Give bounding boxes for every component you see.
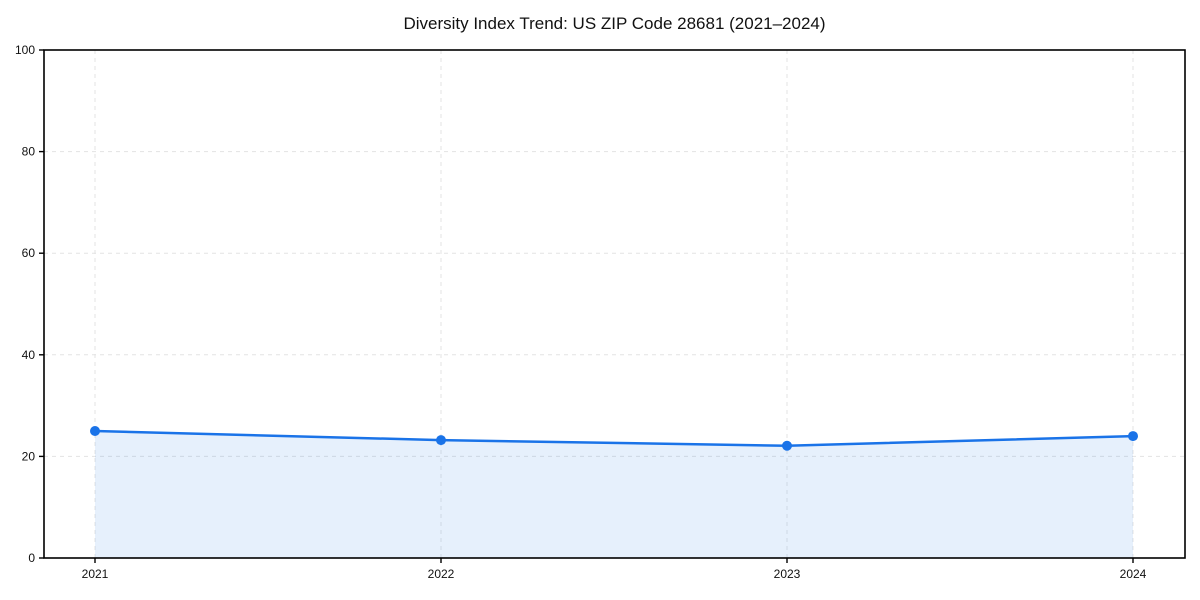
plot-border bbox=[43, 49, 1186, 559]
data-point-2022 bbox=[436, 435, 446, 446]
y-tick-label-20: 20 bbox=[22, 449, 36, 463]
y-tick-label-60: 60 bbox=[22, 246, 36, 260]
area-fill bbox=[95, 431, 1133, 558]
y-tick-label-0: 0 bbox=[28, 551, 35, 565]
x-tick-label-2021: 2021 bbox=[82, 567, 109, 581]
data-point-2024 bbox=[1128, 431, 1138, 442]
data-point-2023 bbox=[782, 440, 792, 451]
y-tick-label-40: 40 bbox=[22, 348, 36, 362]
x-tick-label-2023: 2023 bbox=[774, 567, 801, 581]
chart-title: Diversity Index Trend: US ZIP Code 28681… bbox=[403, 14, 826, 33]
x-tick-label-2024: 2024 bbox=[1120, 567, 1147, 581]
y-tick-label-80: 80 bbox=[22, 145, 36, 159]
data-point-2021 bbox=[90, 426, 100, 436]
y-tick-label-100: 100 bbox=[15, 43, 35, 57]
trend-line bbox=[93, 429, 1135, 447]
x-tick-label-2022: 2022 bbox=[428, 567, 455, 581]
